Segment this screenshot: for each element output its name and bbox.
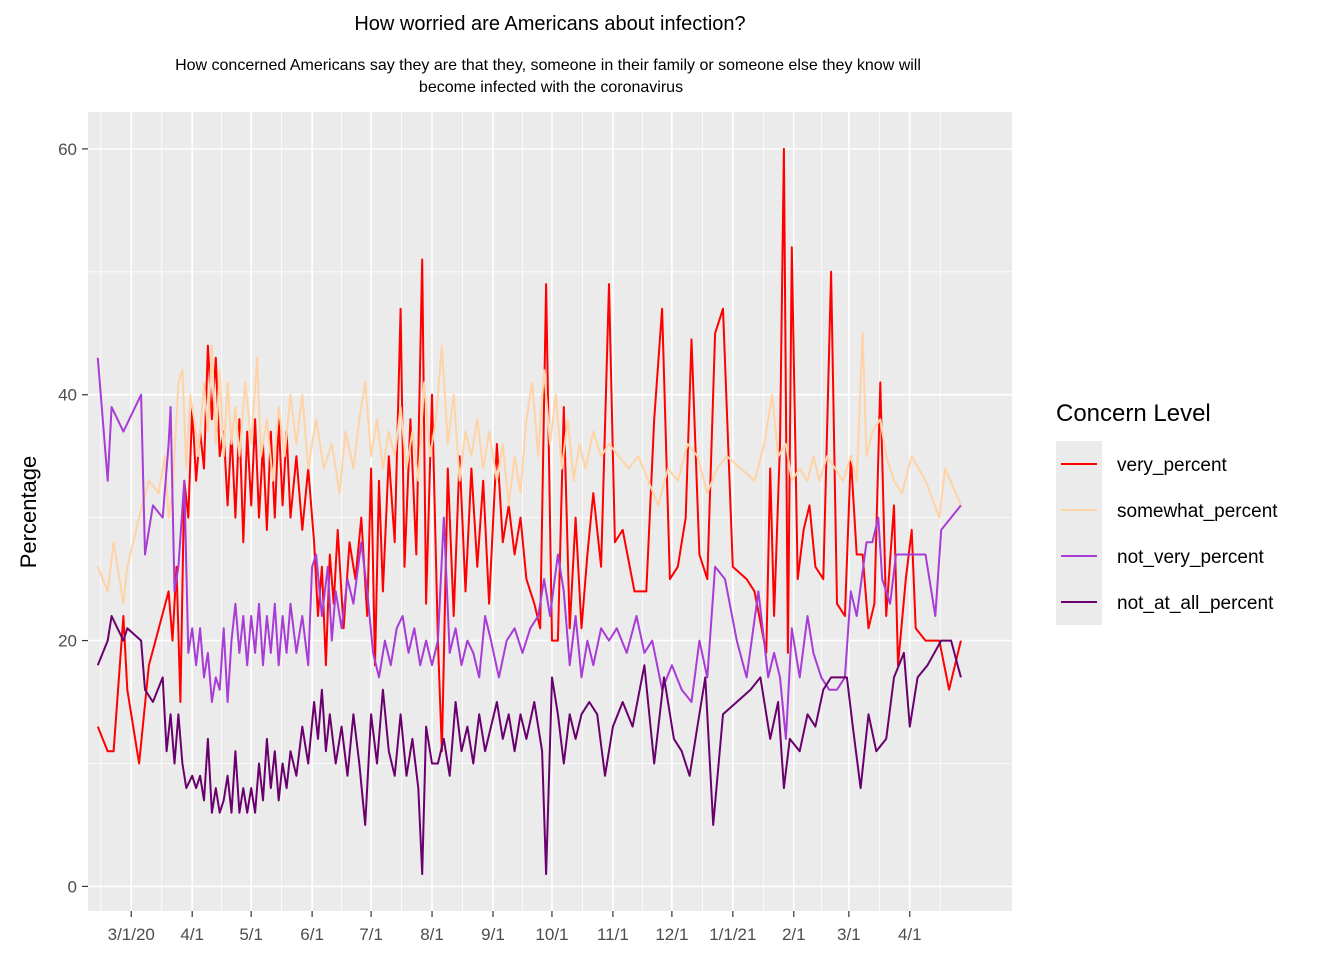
x-tick-label: 8/1 (420, 925, 444, 944)
y-tick-label: 20 (58, 632, 77, 651)
x-tick-label: 12/1 (655, 925, 688, 944)
x-tick-label: 5/1 (239, 925, 263, 944)
series-line-somewhat-percent (96, 332, 962, 605)
x-tick-label: 7/1 (359, 925, 383, 944)
legend-key-background (1056, 441, 1102, 625)
x-tick-label: 10/1 (535, 925, 568, 944)
x-tick-label: 3/1/20 (108, 925, 155, 944)
y-tick-label: 0 (68, 877, 77, 896)
x-tick-label: 3/1 (837, 925, 861, 944)
legend-label-somewhat-percent: somewhat_percent (1117, 501, 1278, 522)
legend: Concern Level very_percent somewhat_perce… (1056, 400, 1278, 625)
x-tick-label: 9/1 (481, 925, 505, 944)
chart-subtitle-line-1: How concerned Americans say they are tha… (175, 57, 921, 74)
chart-subtitle-line-2: become infected with the coronavirus (419, 79, 683, 96)
x-tick-label: 6/1 (300, 925, 324, 944)
x-tick-label: 4/1 (180, 925, 204, 944)
y-axis-title: Percentage (16, 456, 41, 569)
legend-label-very-percent: very_percent (1117, 455, 1228, 476)
x-tick-label: 2/1 (782, 925, 806, 944)
chart-title: How worried are Americans about infectio… (354, 13, 745, 35)
x-tick-label: 11/1 (597, 925, 629, 944)
x-tick-label: 1/1/21 (709, 925, 756, 944)
grid-major (88, 112, 1012, 911)
series-line-not-very-percent (96, 357, 962, 740)
y-tick-label: 60 (58, 140, 77, 159)
series-lines (96, 147, 962, 876)
legend-label-not-very-percent: not_very_percent (1117, 547, 1265, 568)
x-axis: 3/1/20 4/1 5/1 6/1 7/1 8/1 9/1 10/1 11/1 12/1 1/1/… (108, 911, 922, 944)
series-line-not-at-all-percent (96, 615, 962, 876)
legend-label-not-at-all-percent: not_at_all_percent (1117, 593, 1274, 614)
x-tick-label: 4/1 (898, 925, 922, 944)
y-axis: 0 20 40 60 (58, 140, 88, 896)
legend-title: Concern Level (1056, 400, 1211, 427)
y-tick-label: 40 (58, 386, 77, 405)
